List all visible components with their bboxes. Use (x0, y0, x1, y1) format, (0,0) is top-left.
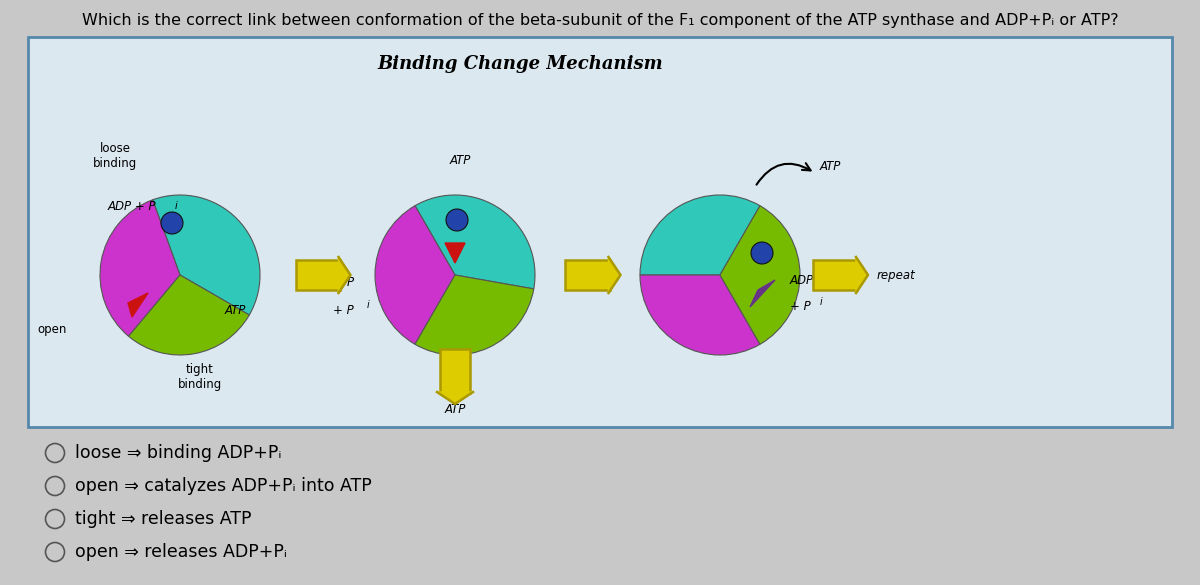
Wedge shape (415, 195, 535, 289)
Text: ATP: ATP (444, 403, 466, 416)
Wedge shape (374, 206, 455, 345)
Text: Which is the correct link between conformation of the beta-subunit of the F₁ com: Which is the correct link between confor… (82, 13, 1118, 28)
Text: loose
binding: loose binding (92, 142, 137, 170)
Wedge shape (640, 275, 760, 355)
Text: repeat: repeat (877, 269, 916, 281)
Polygon shape (445, 243, 464, 263)
Text: tight ⇒ releases ATP: tight ⇒ releases ATP (74, 510, 252, 528)
Text: ATP: ATP (598, 277, 619, 290)
Circle shape (446, 209, 468, 231)
Text: i: i (367, 300, 370, 310)
Polygon shape (128, 293, 148, 317)
FancyBboxPatch shape (565, 260, 610, 290)
Text: tight
binding: tight binding (178, 363, 222, 391)
Text: ATP: ATP (449, 154, 470, 167)
FancyBboxPatch shape (440, 349, 470, 393)
Text: Binding Change Mechanism: Binding Change Mechanism (377, 55, 662, 73)
Text: ADP: ADP (331, 277, 355, 290)
Text: + P: + P (790, 301, 811, 314)
Wedge shape (640, 195, 760, 275)
Polygon shape (608, 257, 620, 293)
Text: + P: + P (332, 304, 353, 316)
Text: ADP: ADP (790, 274, 814, 287)
Text: loose ⇒ binding ADP+Pᵢ: loose ⇒ binding ADP+Pᵢ (74, 444, 282, 462)
Wedge shape (152, 195, 260, 315)
Text: open ⇒ catalyzes ADP+Pᵢ into ATP: open ⇒ catalyzes ADP+Pᵢ into ATP (74, 477, 372, 495)
Circle shape (161, 212, 182, 234)
FancyBboxPatch shape (814, 260, 857, 290)
Circle shape (751, 242, 773, 264)
FancyBboxPatch shape (295, 260, 340, 290)
Text: ATP: ATP (226, 304, 246, 316)
Text: ADP + P: ADP + P (108, 201, 157, 214)
Text: i: i (175, 201, 178, 211)
Text: ATP: ATP (820, 160, 841, 174)
Wedge shape (100, 200, 180, 336)
Wedge shape (128, 275, 250, 355)
Text: i: i (820, 297, 823, 307)
Wedge shape (720, 206, 800, 345)
Polygon shape (750, 280, 775, 307)
Text: open: open (37, 324, 67, 336)
FancyBboxPatch shape (28, 37, 1172, 427)
Wedge shape (415, 275, 534, 355)
Polygon shape (437, 392, 473, 404)
Text: open ⇒ releases ADP+Pᵢ: open ⇒ releases ADP+Pᵢ (74, 543, 287, 561)
Polygon shape (338, 257, 350, 293)
Polygon shape (856, 257, 868, 293)
